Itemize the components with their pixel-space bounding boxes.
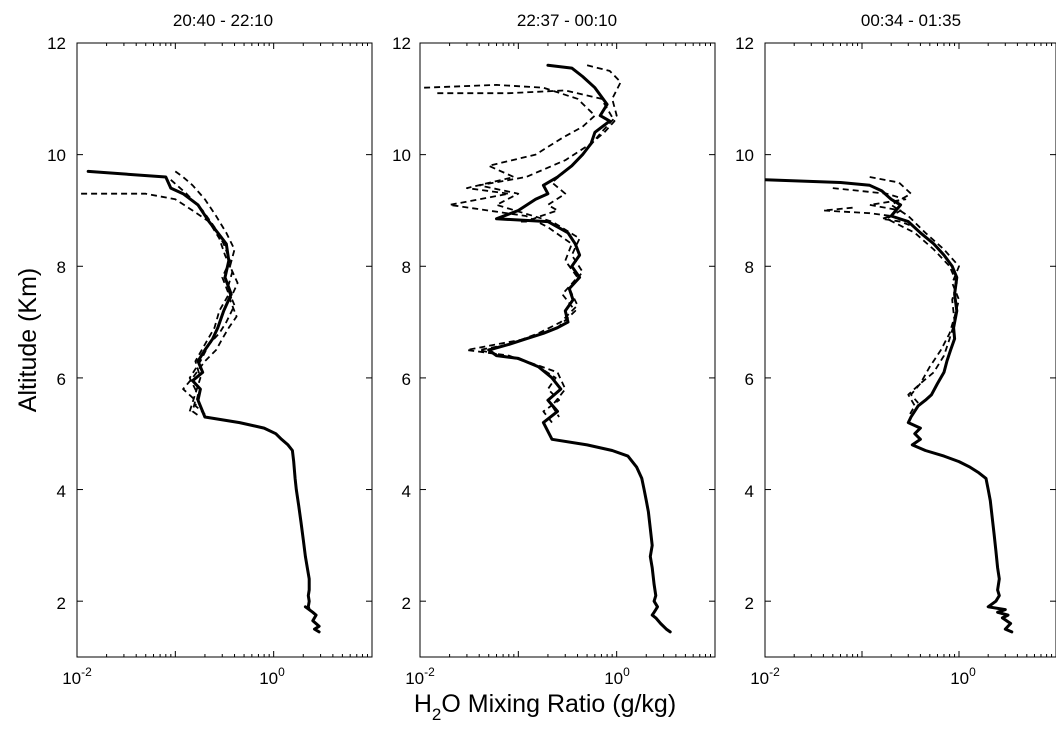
profile-line-solid xyxy=(487,63,672,634)
x-tick-exponent: 0 xyxy=(278,665,285,679)
profile-line-dashed xyxy=(832,187,958,418)
x-axis-label: H2O Mixing Ratio (g/kg) xyxy=(414,690,676,724)
x-tick-base: 10 xyxy=(259,669,278,688)
panel-2-plot xyxy=(419,42,716,658)
y-tick-label: 10 xyxy=(735,146,754,165)
y-tick-label: 12 xyxy=(735,34,754,53)
x-tick-base: 10 xyxy=(950,669,969,688)
y-tick-label: 4 xyxy=(745,482,754,501)
y-tick-label: 6 xyxy=(745,370,754,389)
panel-1-plot xyxy=(76,42,373,658)
panel-3: 00:34 - 01:35 2 4 6 8 10 12 10-2 100 xyxy=(735,11,1056,688)
y-tick-label: 6 xyxy=(57,370,66,389)
x-tick-base: 10 xyxy=(750,669,769,688)
x-tick-label: 10-2 xyxy=(750,665,780,688)
x-tick-exponent: -2 xyxy=(424,665,435,679)
panel-title: 00:34 - 01:35 xyxy=(861,11,961,30)
panel-2: 22:37 - 00:10 2 4 6 8 10 12 10-2 100 xyxy=(392,11,716,688)
x-tick-base: 10 xyxy=(62,669,81,688)
y-tick-label: 2 xyxy=(57,594,66,613)
panel-1-x-ticks: 10-2 100 xyxy=(62,665,285,688)
y-tick-label: 8 xyxy=(402,258,411,277)
y-tick-label: 6 xyxy=(402,370,411,389)
y-tick-label: 12 xyxy=(47,34,66,53)
x-tick-label: 100 xyxy=(604,665,630,688)
x-tick-base: 10 xyxy=(604,669,623,688)
y-tick-label: 8 xyxy=(745,258,754,277)
y-tick-label: 2 xyxy=(402,594,411,613)
axes-frame xyxy=(419,42,716,658)
y-tick-label: 8 xyxy=(57,258,66,277)
profile-line-dashed xyxy=(170,179,231,412)
panel-3-y-ticks: 2 4 6 8 10 12 xyxy=(735,34,754,613)
axes-frame xyxy=(76,42,373,658)
profile-line-dashed xyxy=(869,176,960,404)
y-tick-label: 4 xyxy=(57,482,66,501)
x-tick-label: 100 xyxy=(259,665,285,688)
x-tick-exponent: 0 xyxy=(969,665,976,679)
x-tick-exponent: -2 xyxy=(81,665,92,679)
axes-frame xyxy=(764,42,1056,658)
x-axis-label-suffix: O Mixing Ratio (g/kg) xyxy=(441,690,676,718)
profile-line-dashed xyxy=(518,64,622,223)
x-axis-label-prefix: H xyxy=(414,690,432,718)
panel-1: 20:40 - 22:10 2 4 6 8 10 12 10-2 100 xyxy=(47,11,373,688)
y-tick-label: 12 xyxy=(392,34,411,53)
y-tick-label: 10 xyxy=(392,146,411,165)
panel-1-y-ticks: 2 4 6 8 10 12 xyxy=(47,34,66,613)
panel-title: 22:37 - 00:10 xyxy=(517,11,617,30)
panel-title: 20:40 - 22:10 xyxy=(173,11,273,30)
x-tick-label: 10-2 xyxy=(405,665,435,688)
x-tick-label: 100 xyxy=(950,665,976,688)
x-tick-base: 10 xyxy=(405,669,424,688)
profile-line-dashed xyxy=(174,170,239,418)
y-axis-label: Altitude (Km) xyxy=(14,268,42,412)
y-tick-label: 2 xyxy=(745,594,754,613)
profile-line-dashed xyxy=(81,192,236,415)
x-tick-label: 10-2 xyxy=(62,665,92,688)
panel-2-x-ticks: 10-2 100 xyxy=(405,665,630,688)
y-tick-label: 10 xyxy=(47,146,66,165)
x-tick-exponent: -2 xyxy=(769,665,780,679)
profile-line-dashed xyxy=(424,84,596,424)
x-axis-label-subscript: 2 xyxy=(432,705,441,724)
y-tick-label: 4 xyxy=(402,482,411,501)
x-tick-exponent: 0 xyxy=(623,665,630,679)
profile-line-solid xyxy=(765,178,1014,634)
panel-3-x-ticks: 10-2 100 xyxy=(750,665,976,688)
profile-line-dashed xyxy=(437,89,616,418)
panel-2-y-ticks: 2 4 6 8 10 12 xyxy=(392,34,411,613)
panel-3-plot xyxy=(764,42,1056,658)
profile-line-solid xyxy=(86,169,321,634)
